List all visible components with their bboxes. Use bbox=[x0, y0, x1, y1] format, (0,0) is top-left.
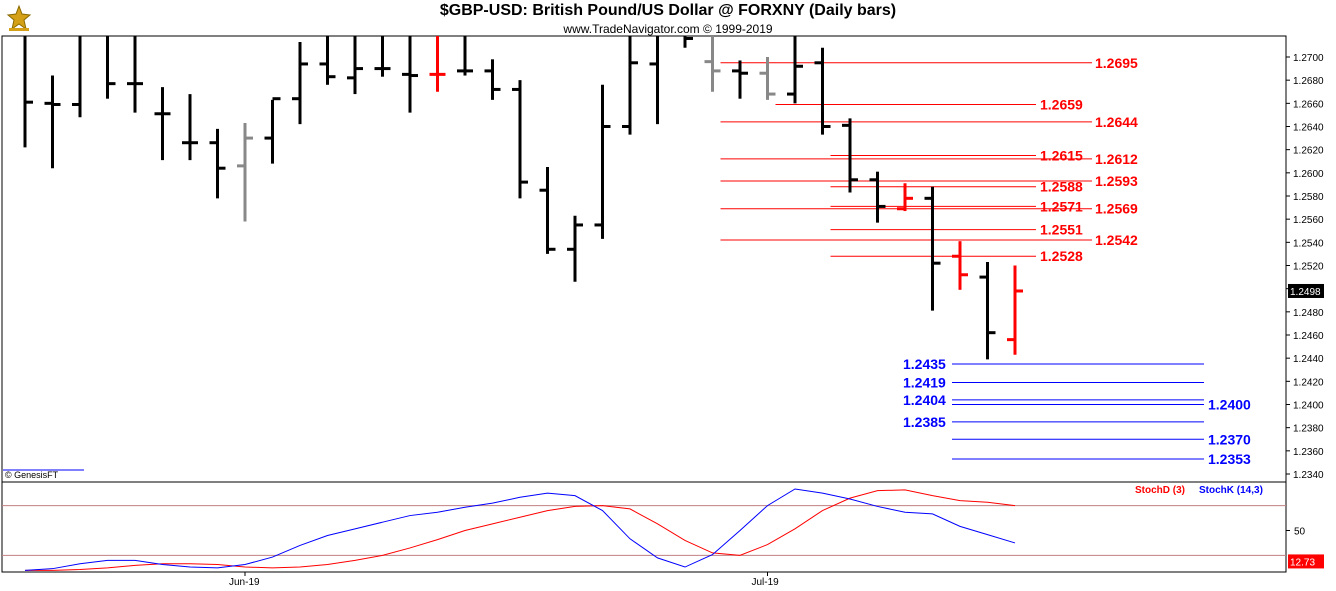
ohlc-bar bbox=[704, 36, 721, 92]
y-tick-label: 1.2340 bbox=[1293, 470, 1324, 481]
y-tick-label: 1.2700 bbox=[1293, 53, 1324, 64]
resistance-label: 1.2571 bbox=[1040, 198, 1083, 214]
support-label: 1.2400 bbox=[1208, 397, 1251, 413]
y-tick-label: 1.2680 bbox=[1293, 76, 1324, 87]
y-tick-label: 1.2640 bbox=[1293, 123, 1324, 134]
ohlc-bar bbox=[264, 97, 281, 164]
ohlc-bar bbox=[429, 36, 446, 92]
x-tick-label: Jun-19 bbox=[229, 577, 260, 588]
support-label: 1.2435 bbox=[903, 356, 946, 372]
ohlc-bar bbox=[622, 36, 638, 135]
y-tick-label: 1.2460 bbox=[1293, 331, 1324, 342]
y-tick-label: 1.2380 bbox=[1293, 424, 1324, 435]
ohlc-bar bbox=[842, 118, 858, 193]
y-tick-label: 1.2440 bbox=[1293, 354, 1324, 365]
ohlc-bar bbox=[759, 57, 776, 100]
resistance-label: 1.2612 bbox=[1095, 151, 1138, 167]
ohlc-bar bbox=[319, 36, 336, 85]
ohlc-bar bbox=[457, 36, 473, 76]
resistance-label: 1.2659 bbox=[1040, 96, 1083, 112]
ohlc-bar bbox=[182, 94, 198, 161]
y-tick-label: 1.2520 bbox=[1293, 262, 1324, 273]
ohlc-bar bbox=[979, 262, 996, 360]
ohlc-bar bbox=[649, 36, 659, 125]
ohlc-bar bbox=[787, 36, 803, 104]
resistance-label: 1.2615 bbox=[1040, 147, 1083, 163]
last-indicator-box bbox=[1288, 554, 1324, 569]
support-label: 1.2419 bbox=[903, 374, 946, 390]
resistance-label: 1.2593 bbox=[1095, 173, 1138, 189]
resistance-label: 1.2644 bbox=[1095, 114, 1138, 130]
ohlc-bar bbox=[154, 87, 171, 161]
ohlc-bar bbox=[374, 36, 391, 77]
ohlc-bar bbox=[539, 167, 556, 254]
last-price-box bbox=[1288, 283, 1324, 298]
ohlc-bar bbox=[347, 36, 363, 95]
ohlc-bar bbox=[127, 36, 143, 113]
chart-title: $GBP-USD: British Pound/US Dollar @ FORX… bbox=[439, 2, 897, 19]
resistance-label: 1.2588 bbox=[1040, 179, 1083, 195]
legend-stoch-k: StochK (14,3) bbox=[1199, 485, 1263, 496]
ohlc-bar bbox=[924, 186, 941, 311]
y-tick-label: 1.2660 bbox=[1293, 99, 1324, 110]
y-tick-label: 1.2600 bbox=[1293, 169, 1324, 180]
support-label: 1.2353 bbox=[1208, 451, 1251, 467]
ohlc-bar bbox=[512, 80, 528, 199]
ohlc-bar bbox=[897, 183, 913, 212]
chart-subtitle: www.TradeNavigator.com © 1999-2019 bbox=[563, 22, 773, 36]
price-panel: 1.2700 1.2680 1.2660 1.2640 1.2620 1.2600 1.25… bbox=[1, 35, 1324, 483]
y-tick-label: 1.2360 bbox=[1293, 447, 1324, 458]
ohlc-bar bbox=[952, 241, 968, 290]
y-tick-label: 1.2560 bbox=[1293, 215, 1324, 226]
resistance-label: 1.2528 bbox=[1040, 248, 1083, 264]
y-tick-label: 1.2420 bbox=[1293, 377, 1324, 388]
ohlc-bar bbox=[106, 36, 116, 99]
support-label: 1.2370 bbox=[1208, 431, 1251, 447]
ohlc-bar bbox=[72, 36, 82, 118]
ohlc-bar bbox=[594, 84, 611, 239]
ohlc-bar bbox=[292, 41, 308, 125]
y-tick-label: 1.2580 bbox=[1293, 192, 1324, 203]
resistance-label: 1.2695 bbox=[1095, 55, 1138, 71]
resistance-label: 1.2542 bbox=[1095, 232, 1138, 248]
price-plot-frame bbox=[1, 35, 1287, 483]
support-label: 1.2385 bbox=[903, 414, 946, 430]
stoch-series-line bbox=[25, 489, 1016, 571]
legend-stoch-d: StochD (3) bbox=[1135, 485, 1185, 496]
stoch-series-line bbox=[24, 488, 1016, 571]
ohlc-bar bbox=[23, 36, 33, 148]
indicator-plot-frame bbox=[1, 481, 1287, 573]
resistance-label: 1.2569 bbox=[1095, 201, 1138, 217]
support-label: 1.2404 bbox=[903, 392, 946, 408]
watermark-label: © GenesisFT bbox=[5, 470, 59, 480]
y-tick-label: 1.2400 bbox=[1293, 401, 1324, 412]
ohlc-bar bbox=[683, 36, 693, 48]
ohlc-bar bbox=[44, 75, 61, 169]
ohlc-bar bbox=[237, 123, 253, 222]
y-tick-label: 1.2540 bbox=[1293, 238, 1324, 249]
ohlc-bar bbox=[869, 171, 886, 223]
ohlc-bar bbox=[814, 47, 831, 135]
indicator-y-tick-label: 50 bbox=[1294, 527, 1306, 538]
last-indicator-label: 12.73 bbox=[1290, 557, 1315, 568]
last-price-label: 1.2498 bbox=[1290, 287, 1321, 298]
y-tick-label: 1.2480 bbox=[1293, 308, 1324, 319]
ohlc-bar bbox=[402, 36, 418, 113]
x-tick-label: Jul-19 bbox=[752, 577, 780, 588]
ohlc-bar bbox=[1007, 265, 1023, 355]
ohlc-bar bbox=[209, 128, 226, 199]
ohlc-bar bbox=[732, 60, 748, 99]
indicator-panel: Jun-19 Jul-19 50 StochD (3) StochK (14,3) 12.… bbox=[1, 481, 1324, 588]
ohlc-bar bbox=[567, 215, 583, 282]
ohlc-bar bbox=[484, 59, 501, 100]
resistance-label: 1.2551 bbox=[1040, 222, 1083, 238]
trade-navigator-logo-icon bbox=[2, 2, 36, 34]
y-tick-label: 1.2620 bbox=[1293, 146, 1324, 157]
